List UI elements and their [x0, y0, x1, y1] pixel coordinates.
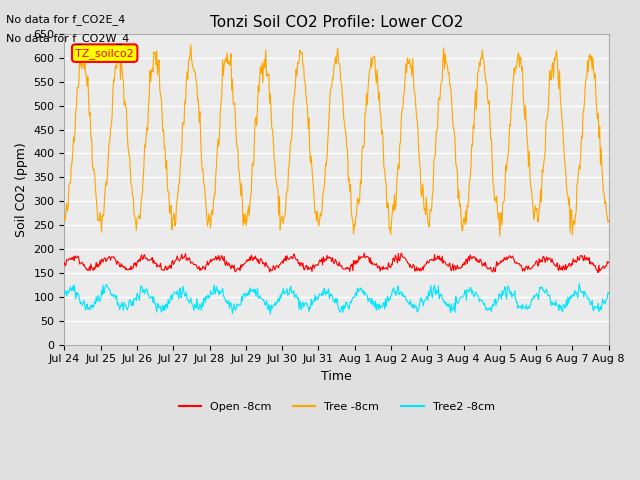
X-axis label: Time: Time — [321, 370, 352, 383]
Y-axis label: Soil CO2 (ppm): Soil CO2 (ppm) — [15, 142, 28, 237]
Text: No data for f_CO2W_4: No data for f_CO2W_4 — [6, 33, 130, 44]
Text: No data for f_CO2E_4: No data for f_CO2E_4 — [6, 13, 125, 24]
Title: Tonzi Soil CO2 Profile: Lower CO2: Tonzi Soil CO2 Profile: Lower CO2 — [210, 15, 463, 30]
Legend: Open -8cm, Tree -8cm, Tree2 -8cm: Open -8cm, Tree -8cm, Tree2 -8cm — [174, 398, 499, 417]
Text: TZ_soilco2: TZ_soilco2 — [76, 48, 134, 59]
